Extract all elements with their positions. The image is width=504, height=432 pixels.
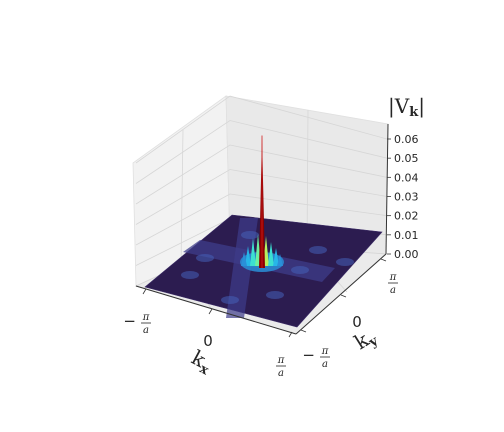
x-tick-label: − πa: [123, 312, 151, 336]
x-tick-label: πa: [276, 355, 286, 379]
bump-spike: [241, 252, 247, 266]
surface-patch: [336, 258, 354, 266]
surface-patch: [291, 266, 309, 274]
x-tick-mark: [288, 331, 293, 338]
surface-patch: [266, 291, 284, 299]
z-grid-line: [135, 120, 388, 184]
x-tick-zero: 0: [203, 332, 213, 350]
x-axis-line: [135, 285, 297, 335]
z-tick-label: 0.00: [394, 248, 419, 261]
surface-patch: [196, 254, 214, 262]
z-axis-label: |Vk|: [388, 94, 425, 120]
z-grid-line: [135, 193, 388, 246]
y-tick-zero: 0: [352, 313, 362, 331]
svg-text:kx: kx: [186, 345, 216, 378]
y-tick-den: a: [322, 359, 328, 370]
surface-patch: [181, 271, 199, 279]
x-axis-label: kx: [186, 345, 216, 378]
x-tick-sign: −: [123, 312, 136, 330]
z-tick-label: 0.01: [394, 229, 419, 242]
z-label-sub: k: [409, 105, 419, 120]
bump-spike: [245, 246, 251, 266]
y-tick-mark: [340, 294, 347, 298]
z-axis-line: [385, 123, 389, 255]
y-tick-num: π: [321, 346, 329, 357]
surface-features: [181, 135, 354, 318]
z-tick-label: 0.05: [394, 152, 419, 165]
z-grid-line: [135, 169, 388, 225]
y-tick-num: π: [389, 272, 397, 283]
z-tick-label: 0.03: [394, 191, 419, 204]
z-tick-label: 0.04: [394, 171, 419, 184]
bump-spike: [268, 242, 274, 266]
y-tick-den: a: [390, 285, 396, 296]
y-axis-line: [295, 253, 387, 335]
bump-spike: [250, 238, 256, 266]
z-tick-label: 0.02: [394, 210, 419, 223]
y-tick-label: πa: [388, 272, 398, 296]
x-tick-label: 0: [203, 332, 213, 350]
y-tick-mark: [380, 258, 387, 262]
back-grid-line: [180, 129, 184, 266]
bump-spike: [273, 248, 279, 266]
x-tick-den: a: [143, 325, 149, 336]
surface-patch: [309, 246, 327, 254]
surface-patch: [221, 296, 239, 304]
x-tick-den: a: [278, 368, 284, 379]
z-grid-line: [135, 95, 388, 164]
z-grid-line: [135, 144, 388, 205]
y-tick-sign: −: [302, 346, 315, 364]
z-label-end: |: [418, 94, 425, 119]
x-tick-num: π: [277, 355, 285, 366]
y-tick-label: − πa: [302, 346, 330, 370]
z-label-main: |V: [388, 94, 410, 119]
x-tick-num: π: [142, 312, 150, 323]
z-tick-label: 0.06: [394, 133, 419, 146]
x-tick-mark: [142, 288, 147, 295]
surface-patch: [241, 231, 259, 239]
bump-spike: [277, 254, 283, 266]
x-tick-mark: [208, 308, 213, 315]
z-ticks: 0.00 0.01 0.02 0.03 0.04 0.05 0.06: [387, 133, 419, 261]
y-tick-mark: [300, 329, 307, 333]
ridge-ky: [226, 218, 258, 318]
y-tick-label: 0: [352, 313, 362, 331]
svg-text:|Vk|: |Vk|: [388, 94, 425, 120]
